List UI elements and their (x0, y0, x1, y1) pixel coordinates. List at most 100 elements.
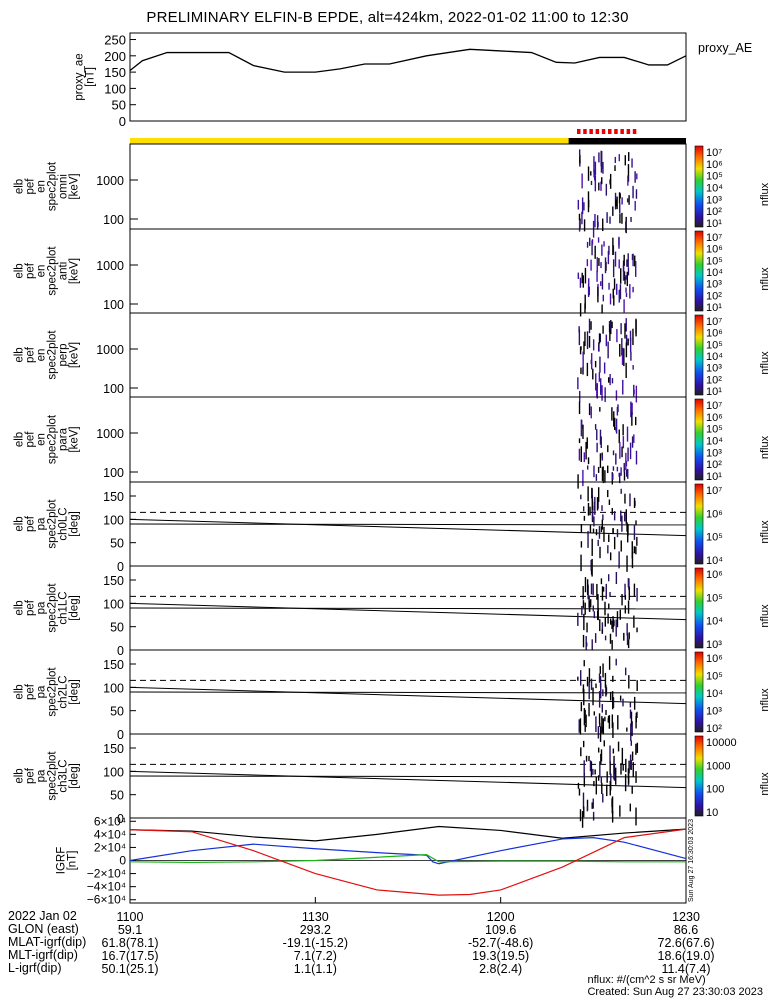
spec-streak-659 (624, 774, 627, 792)
spec-streak-648 (632, 762, 634, 777)
panel-ylabel-line-0: elb (14, 263, 26, 278)
spec-streak-126 (591, 240, 593, 256)
spec-streak-260 (600, 385, 602, 393)
spec-streak-293 (612, 450, 615, 456)
spec-streak-622 (590, 678, 593, 690)
spec-streak-135 (613, 295, 615, 306)
spec-streak-696 (592, 768, 594, 775)
spec-streak-444 (582, 506, 585, 512)
spec-streak-410 (623, 512, 626, 522)
spec-streak-477 (604, 635, 607, 641)
pa-ytick-label-373: 100 (103, 513, 124, 527)
spec-streak-604 (599, 666, 601, 674)
spec-streak-252 (607, 377, 610, 383)
spec-streak-183 (597, 237, 600, 243)
spec-streak-70 (634, 200, 636, 211)
spec-streak-438 (583, 515, 586, 521)
panel-ylabel-line-0: elb (14, 600, 26, 615)
colorbar-tick-label-117: 10³ (706, 279, 722, 291)
spec-streak-651 (597, 775, 600, 781)
spec-streak-700 (613, 761, 615, 780)
spec-streak-94 (628, 152, 630, 162)
panel-ylabel-line-5: [keV] (69, 342, 81, 368)
spec-streak-226 (616, 329, 618, 343)
spec-streak-494 (627, 639, 630, 649)
spec-streak-402 (621, 515, 623, 532)
igrf-ylabel-line-0: IGRF (56, 847, 68, 874)
colorbar-tick-label-200: 10⁴ (706, 351, 723, 363)
spec-streak-506 (582, 634, 585, 648)
colorbar-364 (694, 483, 704, 565)
units-note: nflux: #/(cm^2 s sr MeV) (587, 974, 706, 986)
spec-streak-194 (590, 259, 592, 271)
colorbar-tick-label-286: 10² (706, 459, 722, 471)
colorbar-629 (694, 735, 704, 817)
spec-streak-107 (605, 183, 608, 196)
panel-ylabel-line-2: en (36, 180, 48, 193)
spec-streak-512 (586, 579, 589, 596)
energy-ytick-label-37: 1000 (96, 174, 124, 188)
spec-streak-426 (618, 551, 620, 569)
spec-streak-55 (618, 192, 621, 204)
panel-ylabel-line-5: [keV] (69, 173, 81, 199)
spec-streak-658 (585, 755, 588, 762)
spec-streak-150 (598, 258, 600, 266)
spec-streak-708 (631, 786, 633, 794)
spec-streak-263 (619, 343, 621, 357)
spec-streak-249 (623, 348, 625, 367)
spec-streak-705 (615, 767, 617, 785)
panel-ylabel: elb pef pa spec2plot ch0LC [deg] (14, 499, 81, 549)
spec-streak-469 (581, 605, 583, 616)
pa-lc-upper-467 (129, 602, 687, 621)
spec-streak-561 (584, 709, 586, 724)
panel-ylabel-line-2: pa (36, 685, 48, 698)
spec-streak-516 (590, 570, 593, 575)
spec-streak-72 (590, 171, 592, 176)
colorbar-tick-label-545: 10² (706, 723, 722, 735)
spec-streak-96 (625, 221, 627, 233)
panel-ylabel-line-4: perp (58, 343, 70, 366)
spec-streak-265 (596, 387, 598, 398)
spec-streak-647 (591, 802, 593, 809)
spec-streak-535 (582, 600, 585, 608)
colorbar-tick-label-367: 10⁵ (706, 532, 723, 544)
spec-streak-274 (595, 373, 597, 391)
spec-streak-559 (631, 721, 633, 737)
spec-streak-211 (602, 325, 604, 334)
panel-frame-27 (129, 143, 687, 230)
spec-streak-254 (635, 385, 638, 403)
footer-row-4-value-757: 50.1(25.1) (102, 962, 159, 976)
spec-streak-416 (633, 546, 636, 554)
spec-streak-61 (627, 164, 630, 182)
spec-streak-390 (629, 493, 631, 507)
ae-ylabel-line-1: [nT] (85, 67, 97, 87)
spec-streak-595 (633, 696, 636, 710)
spec-streak-101 (609, 216, 611, 224)
spec-streak-532 (613, 620, 615, 626)
panel-ylabel: elb pef en spec2plot omni [keV] (14, 161, 81, 211)
spec-streak-407 (595, 529, 598, 536)
spec-streak-278 (580, 367, 582, 374)
spec-streak-358 (631, 436, 634, 448)
spec-streak-508 (597, 608, 599, 621)
energy-ytick-label-205: 1000 (96, 343, 124, 357)
spec-streak-704 (603, 740, 605, 747)
colorbar-tick-label-119: 10¹ (706, 302, 722, 314)
spec-streak-502 (636, 587, 638, 602)
spec-streak-66 (590, 180, 593, 186)
spec-streak-151 (604, 257, 607, 274)
spec-streak-664 (590, 761, 593, 777)
panel-ylabel-line-4: omni (58, 174, 70, 199)
spec-streak-579 (593, 711, 596, 716)
spec-streak-302 (595, 474, 598, 481)
spec-streak-166 (626, 259, 628, 267)
spec-streak-687 (609, 745, 611, 764)
footer-row-3-value-754: 7.1(7.2) (294, 949, 337, 963)
spec-streak-681 (582, 740, 585, 748)
spec-streak-695 (611, 796, 614, 815)
spec-streak-487 (604, 617, 607, 627)
ae-ytick-label-2: 250 (104, 33, 126, 48)
ae-right-label-14: proxy_AE (698, 41, 752, 55)
spec-streak-429 (608, 534, 610, 543)
colorbar-tick-label-366: 10⁶ (706, 508, 723, 520)
